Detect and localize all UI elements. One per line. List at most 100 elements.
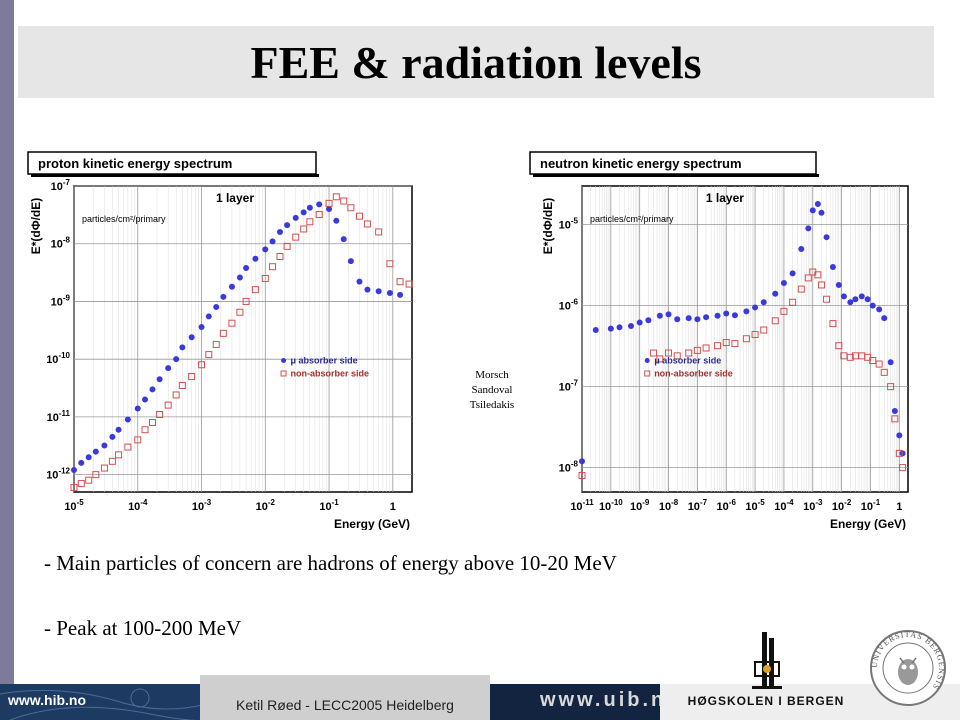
data-point <box>656 355 664 363</box>
data-point <box>85 454 92 461</box>
data-point <box>300 225 308 233</box>
data-point <box>760 299 767 306</box>
x-tick-label: 10-10 <box>599 498 623 513</box>
college-name: HØGSKOLEN I BERGEN <box>687 694 845 708</box>
data-point <box>115 451 123 459</box>
data-point <box>92 448 99 455</box>
legend-marker <box>280 370 287 377</box>
data-point <box>875 360 883 368</box>
data-point <box>148 418 156 426</box>
data-point <box>702 344 710 352</box>
data-point <box>292 233 300 241</box>
data-point <box>665 311 672 318</box>
data-point <box>823 234 830 241</box>
bullet-point: - Peak at 100-200 MeV <box>44 616 242 640</box>
data-point <box>876 306 883 313</box>
data-point <box>228 319 236 327</box>
data-point <box>85 476 93 484</box>
data-point <box>760 326 768 334</box>
uib-url-link[interactable]: www.uib.no <box>540 689 682 711</box>
data-point <box>772 290 779 297</box>
y-tick-label: 10-5 <box>559 217 579 232</box>
data-point <box>326 205 333 212</box>
y-tick-label: 10-6 <box>559 298 579 313</box>
x-tick-label: 10-7 <box>688 498 708 513</box>
data-point <box>386 290 393 297</box>
x-tick-label: 10-11 <box>570 498 594 513</box>
title-shadow <box>533 174 819 177</box>
data-point <box>771 317 779 325</box>
data-point <box>846 353 854 361</box>
legend-label: μ absorber side <box>291 355 358 365</box>
x-axis-label: Energy (GeV) <box>334 517 410 530</box>
data-point <box>835 342 843 350</box>
chart-legend: μ absorber side non-absorber side <box>644 355 733 378</box>
data-point <box>887 383 895 391</box>
data-point <box>355 212 363 220</box>
data-point <box>364 286 371 293</box>
data-point <box>397 291 404 298</box>
x-tick-label: 10-2 <box>256 498 276 513</box>
data-point <box>276 228 283 235</box>
footer-author: Ketil Røed - LECC2005 Heidelberg <box>236 697 454 713</box>
data-point <box>124 443 132 451</box>
data-point <box>347 258 354 265</box>
data-point <box>316 201 323 208</box>
units-note: particles/cm²/primary <box>590 214 674 224</box>
data-point <box>818 209 825 216</box>
x-tick-label: 10-2 <box>832 498 852 513</box>
data-point <box>656 312 663 319</box>
data-point <box>173 356 180 363</box>
x-tick-label: 10-9 <box>630 498 650 513</box>
data-point <box>396 278 404 286</box>
data-point <box>219 329 227 337</box>
data-point <box>891 415 899 423</box>
data-point <box>243 264 250 271</box>
data-point <box>714 312 721 319</box>
series-absorber <box>579 200 906 465</box>
data-point <box>70 483 78 491</box>
data-point <box>188 373 196 381</box>
series-non-absorber <box>70 193 413 491</box>
series-absorber <box>71 201 404 474</box>
data-point <box>172 391 180 399</box>
legend-marker <box>281 357 287 363</box>
data-point <box>276 253 284 261</box>
y-axis-label: E*(dΦ/dE) <box>541 198 555 255</box>
y-tick-label: 10-11 <box>47 409 71 424</box>
y-tick-label: 10-7 <box>51 178 71 193</box>
data-point <box>251 286 259 294</box>
data-point <box>284 222 291 229</box>
x-tick-label: 10-1 <box>319 498 339 513</box>
title-bar: FEE & radiation levels <box>18 26 934 98</box>
data-point <box>628 323 635 330</box>
data-point <box>814 200 821 207</box>
data-point <box>386 260 394 268</box>
data-point <box>236 274 243 281</box>
proton-spectrum-chart: proton kinetic energy spectrum 10-5 10-4 10… <box>27 151 413 530</box>
plot-frame <box>73 185 413 493</box>
data-point <box>109 433 116 440</box>
data-point <box>649 349 657 357</box>
data-point <box>363 220 371 228</box>
data-point <box>242 297 250 305</box>
credit-name: Morsch <box>475 369 509 381</box>
data-point <box>835 281 842 288</box>
x-tick-label: 10-3 <box>192 498 212 513</box>
legend-marker <box>644 370 651 377</box>
data-point <box>805 225 812 232</box>
data-point <box>236 308 244 316</box>
data-point <box>78 459 85 466</box>
data-point <box>685 315 692 322</box>
data-point <box>283 242 291 250</box>
data-point <box>780 280 787 287</box>
data-point <box>164 401 172 409</box>
data-point <box>101 442 108 449</box>
data-point <box>592 327 599 334</box>
data-point <box>899 464 907 472</box>
hib-logo-icon <box>752 632 782 689</box>
hib-url-link[interactable]: www.hib.no <box>8 692 87 708</box>
data-point <box>829 263 836 270</box>
data-point <box>869 302 876 309</box>
